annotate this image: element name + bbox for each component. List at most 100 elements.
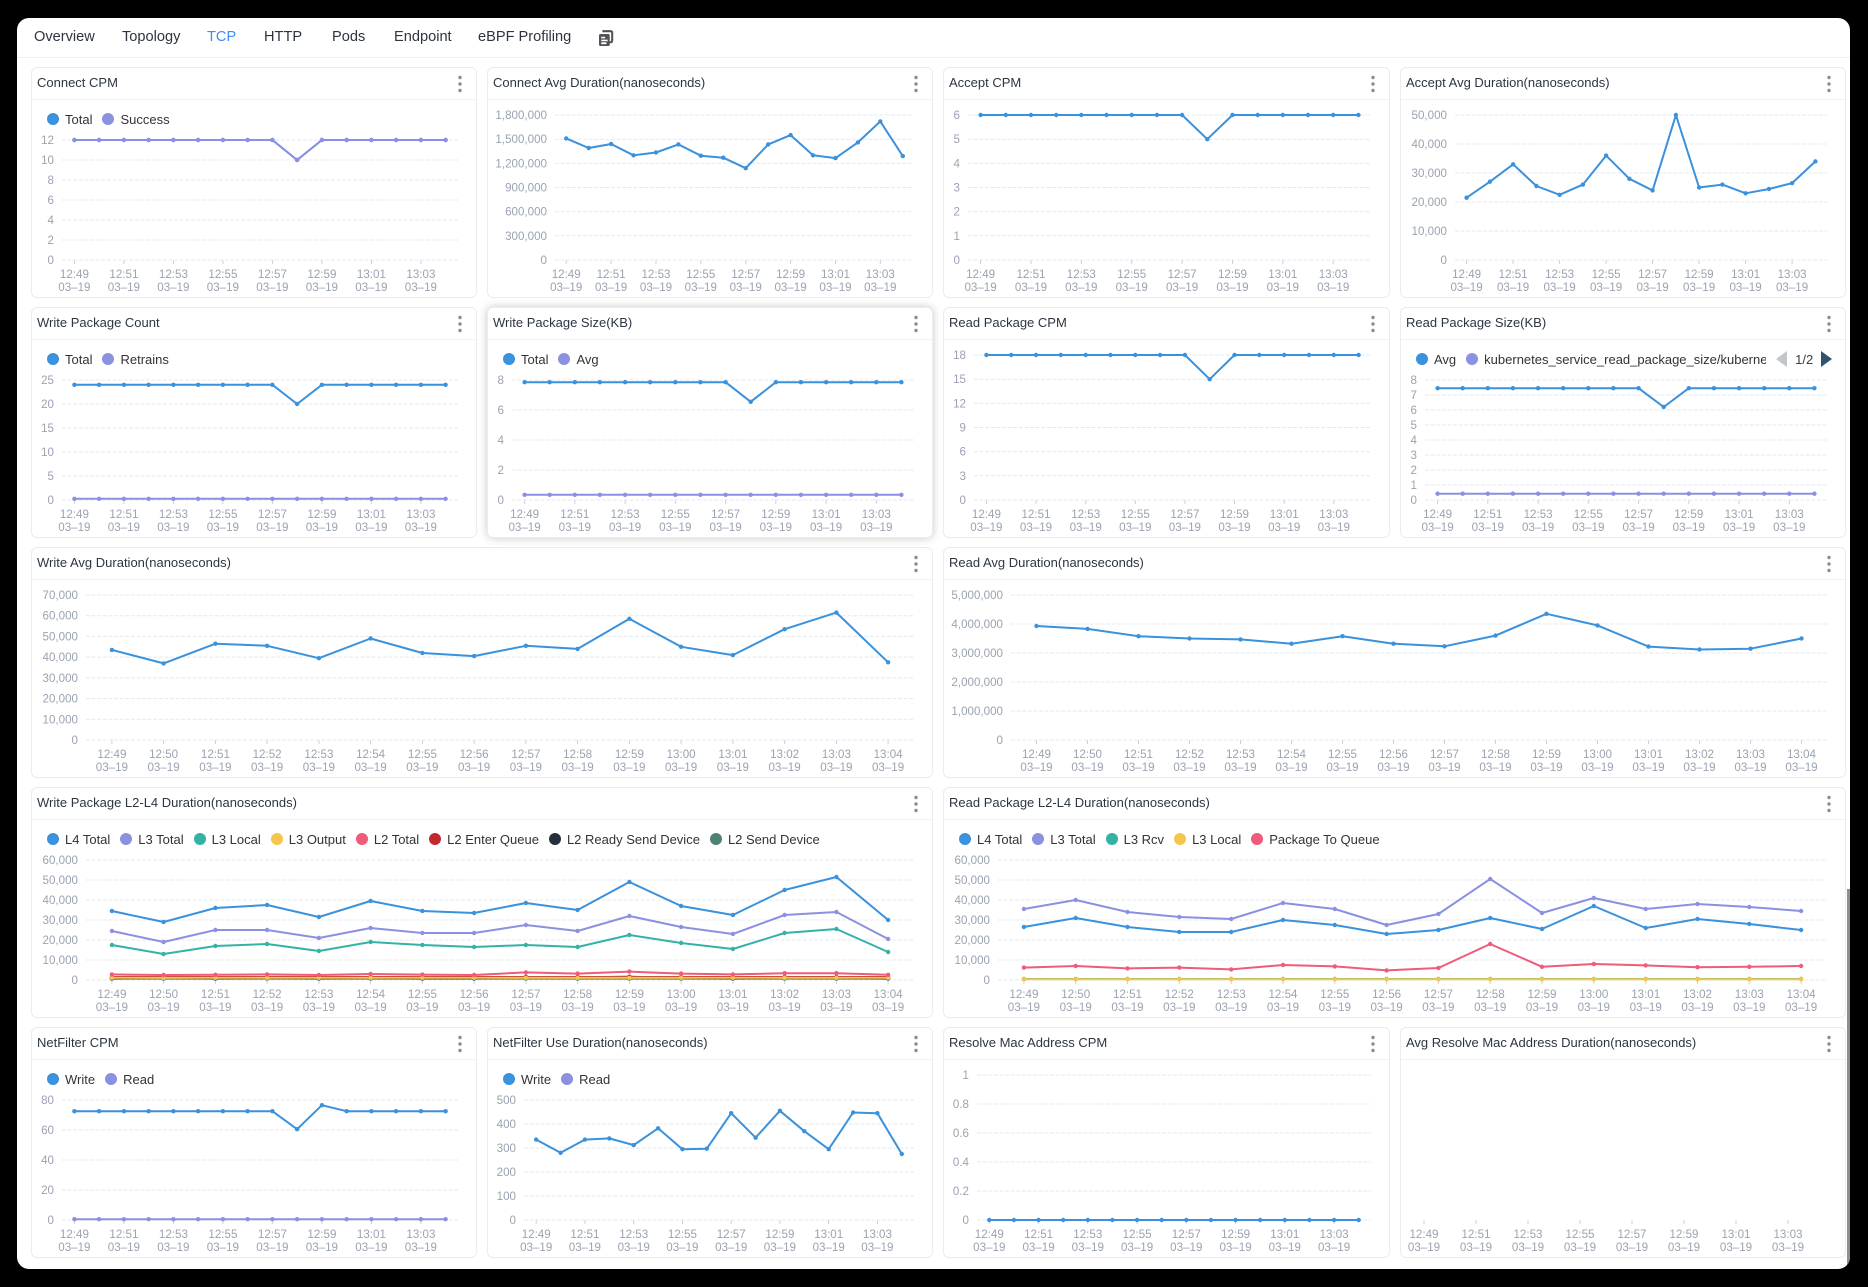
svg-text:3: 3 (960, 470, 966, 483)
svg-text:03–19: 03–19 (1020, 761, 1052, 774)
svg-text:03–19: 03–19 (1317, 281, 1349, 294)
svg-text:5: 5 (1411, 419, 1417, 432)
svg-text:12:59: 12:59 (1532, 748, 1561, 761)
svg-text:12:55: 12:55 (668, 1228, 697, 1241)
svg-text:03–19: 03–19 (306, 281, 338, 294)
svg-text:13:00: 13:00 (667, 988, 696, 1001)
svg-text:03–19: 03–19 (306, 1241, 338, 1254)
svg-text:03–19: 03–19 (1428, 761, 1460, 774)
svg-text:12:57: 12:57 (1424, 988, 1453, 1001)
svg-text:03–19: 03–19 (510, 1001, 542, 1014)
svg-text:13:03: 13:03 (406, 268, 435, 281)
svg-text:03–19: 03–19 (1377, 761, 1409, 774)
svg-text:12:59: 12:59 (1221, 1228, 1250, 1241)
svg-text:03–19: 03–19 (1673, 521, 1705, 534)
svg-text:03–19: 03–19 (864, 281, 896, 294)
svg-text:13:03: 13:03 (1736, 748, 1765, 761)
svg-text:20,000: 20,000 (1412, 196, 1447, 209)
svg-text:03–19: 03–19 (613, 1001, 645, 1014)
svg-text:10,000: 10,000 (43, 954, 78, 967)
svg-text:0: 0 (963, 1214, 969, 1227)
svg-text:6: 6 (954, 109, 960, 122)
svg-text:03–19: 03–19 (1015, 281, 1047, 294)
svg-text:6: 6 (960, 446, 966, 459)
svg-text:400: 400 (497, 1118, 516, 1131)
svg-text:03–19: 03–19 (1163, 1001, 1195, 1014)
svg-text:12:56: 12:56 (1372, 988, 1401, 1001)
svg-text:03–19: 03–19 (1421, 521, 1453, 534)
svg-text:03–19: 03–19 (1318, 521, 1350, 534)
svg-text:03–19: 03–19 (354, 761, 386, 774)
svg-text:03–19: 03–19 (1071, 761, 1103, 774)
svg-text:9: 9 (960, 422, 966, 435)
svg-text:03–19: 03–19 (303, 1001, 335, 1014)
svg-text:03–19: 03–19 (717, 761, 749, 774)
svg-text:03–19: 03–19 (609, 521, 641, 534)
svg-text:03–19: 03–19 (251, 1001, 283, 1014)
svg-text:0: 0 (72, 734, 78, 747)
svg-text:1,200,000: 1,200,000 (495, 157, 547, 170)
svg-text:13:04: 13:04 (1787, 748, 1817, 761)
svg-text:10,000: 10,000 (1412, 225, 1447, 238)
svg-text:15: 15 (41, 422, 54, 435)
svg-text:03–19: 03–19 (256, 281, 288, 294)
svg-text:12:51: 12:51 (1124, 748, 1153, 761)
svg-text:03–19: 03–19 (813, 1241, 845, 1254)
svg-text:12:49: 12:49 (510, 508, 539, 521)
svg-text:03–19: 03–19 (256, 521, 288, 534)
svg-text:03–19: 03–19 (1543, 281, 1575, 294)
svg-text:12:55: 12:55 (1117, 268, 1146, 281)
svg-text:5: 5 (954, 133, 960, 146)
svg-text:50,000: 50,000 (43, 874, 78, 887)
svg-text:03–19: 03–19 (730, 281, 762, 294)
svg-text:12:55: 12:55 (661, 508, 690, 521)
svg-text:12:49: 12:49 (1409, 1228, 1438, 1241)
svg-text:12:59: 12:59 (1685, 268, 1714, 281)
svg-text:60: 60 (41, 1124, 54, 1137)
svg-text:12:49: 12:49 (522, 1228, 551, 1241)
svg-text:0: 0 (498, 494, 504, 507)
svg-text:12:59: 12:59 (765, 1228, 794, 1241)
svg-text:13:01: 13:01 (821, 268, 850, 281)
svg-text:13:03: 13:03 (1319, 268, 1348, 281)
svg-text:03–19: 03–19 (561, 1001, 593, 1014)
svg-text:5: 5 (48, 470, 54, 483)
svg-text:03–19: 03–19 (1785, 761, 1817, 774)
svg-text:12:49: 12:49 (97, 988, 126, 1001)
svg-text:03–19: 03–19 (1318, 1241, 1350, 1254)
svg-text:03–19: 03–19 (665, 1001, 697, 1014)
svg-text:12:53: 12:53 (1226, 748, 1255, 761)
svg-text:03–19: 03–19 (1632, 761, 1664, 774)
svg-text:13:00: 13:00 (1579, 988, 1608, 1001)
svg-text:03–19: 03–19 (157, 281, 189, 294)
svg-text:2: 2 (1411, 464, 1417, 477)
svg-text:13:00: 13:00 (667, 748, 696, 761)
svg-text:12:57: 12:57 (511, 748, 540, 761)
svg-text:03–19: 03–19 (207, 281, 239, 294)
svg-text:03–19: 03–19 (1460, 1241, 1492, 1254)
svg-text:4: 4 (1411, 434, 1418, 447)
svg-text:03–19: 03–19 (550, 281, 582, 294)
svg-text:03–19: 03–19 (1681, 1001, 1713, 1014)
svg-text:12:57: 12:57 (1617, 1228, 1646, 1241)
svg-text:12:54: 12:54 (356, 988, 386, 1001)
svg-text:0: 0 (48, 254, 54, 267)
svg-text:12:51: 12:51 (597, 268, 626, 281)
svg-text:03–19: 03–19 (872, 1001, 904, 1014)
svg-text:12:51: 12:51 (1461, 1228, 1490, 1241)
svg-text:03–19: 03–19 (964, 281, 996, 294)
svg-text:60,000: 60,000 (43, 854, 78, 867)
svg-text:20,000: 20,000 (43, 693, 78, 706)
svg-text:20: 20 (41, 398, 54, 411)
svg-text:03–19: 03–19 (1169, 521, 1201, 534)
svg-text:03–19: 03–19 (1070, 521, 1102, 534)
svg-text:03–19: 03–19 (1773, 521, 1805, 534)
svg-text:13:03: 13:03 (862, 508, 891, 521)
svg-text:13:03: 13:03 (1319, 508, 1348, 521)
svg-text:12:53: 12:53 (159, 1228, 188, 1241)
svg-text:03–19: 03–19 (354, 1001, 386, 1014)
svg-text:18: 18 (953, 349, 966, 362)
svg-text:03–19: 03–19 (108, 521, 140, 534)
svg-text:3: 3 (954, 182, 960, 195)
svg-text:1: 1 (954, 230, 960, 243)
